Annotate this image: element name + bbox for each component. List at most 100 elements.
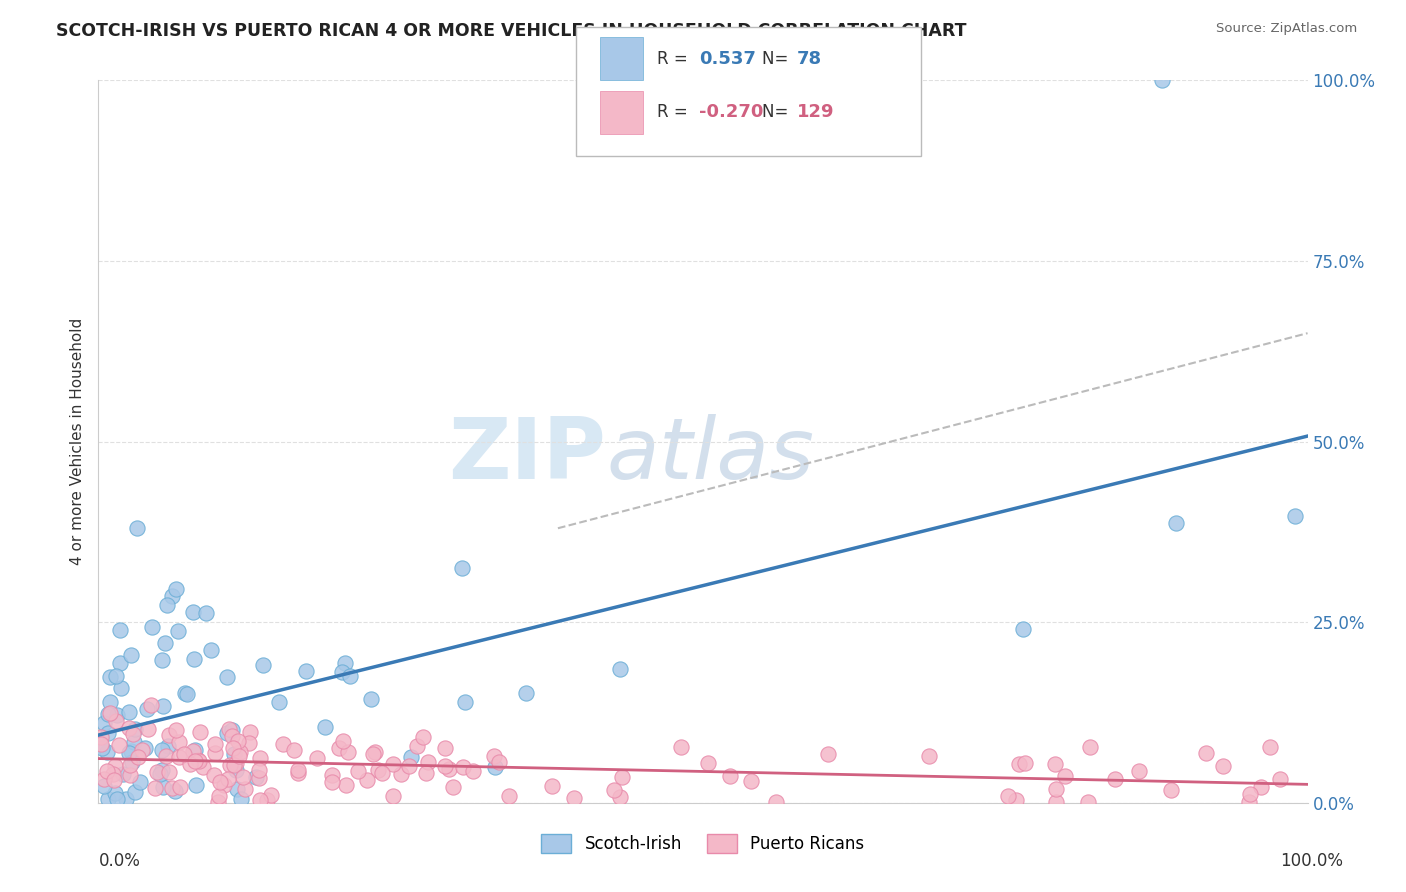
- Point: [217, 670, 239, 684]
- Point: [165, 582, 187, 596]
- Point: [179, 756, 201, 771]
- Point: [434, 759, 457, 773]
- Point: [610, 770, 633, 784]
- Point: [399, 749, 422, 764]
- Point: [108, 739, 131, 753]
- Point: [176, 687, 198, 701]
- Point: [249, 751, 271, 765]
- Text: Source: ZipAtlas.com: Source: ZipAtlas.com: [1216, 22, 1357, 36]
- Point: [173, 686, 195, 700]
- Point: [433, 741, 456, 756]
- Point: [321, 768, 343, 782]
- Point: [105, 708, 128, 723]
- Point: [156, 599, 179, 613]
- Point: [110, 681, 132, 696]
- Point: [208, 789, 231, 804]
- Point: [245, 770, 267, 784]
- Point: [157, 728, 180, 742]
- Point: [145, 781, 167, 796]
- Point: [200, 642, 222, 657]
- Point: [256, 793, 278, 807]
- Point: [97, 726, 120, 740]
- Text: ZIP: ZIP: [449, 415, 606, 498]
- Point: [1128, 764, 1150, 778]
- Point: [238, 736, 260, 750]
- Point: [718, 768, 741, 782]
- Point: [307, 751, 329, 765]
- Point: [136, 723, 159, 737]
- Point: [382, 757, 405, 772]
- Point: [997, 789, 1019, 804]
- Point: [1195, 747, 1218, 761]
- Point: [226, 734, 249, 748]
- Point: [111, 767, 134, 781]
- Text: N=: N=: [762, 103, 793, 121]
- Point: [108, 656, 131, 670]
- Point: [416, 755, 439, 769]
- Point: [120, 744, 142, 758]
- Point: [93, 779, 115, 793]
- Point: [283, 743, 305, 757]
- Point: [287, 765, 309, 780]
- Point: [389, 767, 412, 781]
- Point: [149, 767, 172, 781]
- Point: [129, 774, 152, 789]
- Point: [124, 785, 146, 799]
- Point: [273, 737, 295, 751]
- Point: [1268, 772, 1291, 787]
- Point: [212, 778, 235, 792]
- Point: [103, 772, 125, 787]
- Point: [228, 745, 250, 759]
- Point: [217, 726, 239, 740]
- Point: [167, 750, 190, 764]
- Point: [371, 766, 394, 780]
- Text: -0.270: -0.270: [699, 103, 763, 121]
- Point: [225, 756, 247, 771]
- Point: [186, 778, 208, 792]
- Point: [541, 779, 564, 793]
- Point: [118, 706, 141, 720]
- Point: [105, 792, 128, 806]
- Point: [157, 739, 180, 754]
- Point: [169, 780, 191, 795]
- Point: [150, 742, 173, 756]
- Point: [225, 763, 247, 777]
- Point: [488, 755, 510, 769]
- Point: [163, 784, 186, 798]
- Point: [1160, 782, 1182, 797]
- Point: [1239, 795, 1261, 809]
- Point: [1043, 756, 1066, 771]
- Point: [484, 760, 506, 774]
- Point: [160, 589, 183, 603]
- Point: [356, 772, 378, 787]
- Point: [1250, 780, 1272, 794]
- Point: [104, 759, 127, 773]
- Point: [1284, 508, 1306, 523]
- Point: [321, 775, 343, 789]
- Point: [603, 782, 626, 797]
- Text: 129: 129: [797, 103, 835, 121]
- Point: [120, 648, 142, 663]
- Point: [226, 782, 249, 797]
- Legend: Scotch-Irish, Puerto Ricans: Scotch-Irish, Puerto Ricans: [534, 827, 872, 860]
- Text: 0.0%: 0.0%: [98, 852, 141, 870]
- Point: [118, 721, 141, 735]
- Point: [127, 750, 149, 764]
- Point: [191, 760, 214, 774]
- Point: [131, 743, 153, 757]
- Point: [141, 620, 163, 634]
- Point: [108, 623, 131, 637]
- Point: [450, 560, 472, 574]
- Point: [152, 698, 174, 713]
- Point: [96, 746, 118, 760]
- Point: [1258, 740, 1281, 755]
- Point: [740, 774, 762, 789]
- Point: [515, 686, 537, 700]
- Point: [134, 740, 156, 755]
- Point: [98, 706, 121, 720]
- Point: [122, 726, 145, 740]
- Point: [167, 624, 190, 639]
- Point: [239, 724, 262, 739]
- Point: [181, 744, 204, 758]
- Point: [118, 747, 141, 761]
